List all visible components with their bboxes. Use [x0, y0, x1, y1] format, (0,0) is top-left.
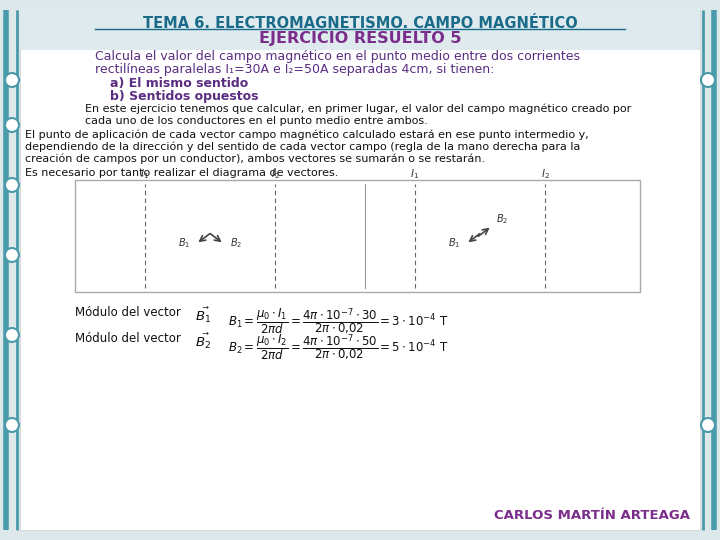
Text: b) Sentidos opuestos: b) Sentidos opuestos	[110, 90, 258, 103]
Text: $B_2 = \dfrac{\mu_0 \cdot I_2}{2\pi d} = \dfrac{4\pi \cdot 10^{-7} \cdot 50}{2\p: $B_2 = \dfrac{\mu_0 \cdot I_2}{2\pi d} =…	[228, 332, 449, 362]
Circle shape	[701, 73, 715, 87]
Text: $B_1$: $B_1$	[448, 236, 460, 250]
Bar	[75, 180, 640, 292]
Circle shape	[5, 328, 19, 342]
Circle shape	[5, 73, 19, 87]
Text: Módulo del vector: Módulo del vector	[75, 306, 181, 319]
Text: Es necesario por tanto realizar el diagrama de vectores.: Es necesario por tanto realizar el diagr…	[25, 168, 338, 178]
Text: Módulo del vector: Módulo del vector	[75, 332, 181, 345]
Text: a) El mismo sentido: a) El mismo sentido	[110, 77, 248, 90]
Text: cada uno de los conductores en el punto medio entre ambos.: cada uno de los conductores en el punto …	[85, 116, 428, 126]
Text: $B_2$: $B_2$	[230, 236, 242, 250]
Text: TEMA 6. ELECTROMAGNETISMO. CAMPO MAGNÉTICO: TEMA 6. ELECTROMAGNETISMO. CAMPO MAGNÉTI…	[143, 16, 577, 31]
Text: Calcula el valor del campo magnético en el punto medio entre dos corrientes: Calcula el valor del campo magnético en …	[95, 50, 580, 63]
Text: $I_2$: $I_2$	[541, 167, 549, 181]
Text: dependiendo de la dirección y del sentido de cada vector campo (regla de la mano: dependiendo de la dirección y del sentid…	[25, 142, 580, 152]
Text: $I_1$: $I_1$	[410, 167, 420, 181]
Circle shape	[5, 418, 19, 432]
Circle shape	[5, 118, 19, 132]
Text: En este ejercicio tenemos que calcular, en primer lugar, el valor del campo magn: En este ejercicio tenemos que calcular, …	[85, 104, 631, 114]
Text: creación de campos por un conductor), ambos vectores se sumarán o se restarán.: creación de campos por un conductor), am…	[25, 154, 485, 165]
Text: rectilíneas paralelas I₁=30A e I₂=50A separadas 4cm, si tienen:: rectilíneas paralelas I₁=30A e I₂=50A se…	[95, 63, 495, 76]
Circle shape	[5, 178, 19, 192]
Text: $I_2$: $I_2$	[271, 167, 279, 181]
Text: $\vec{B_1}$: $\vec{B_1}$	[195, 306, 211, 326]
Circle shape	[5, 248, 19, 262]
Text: $B_1 = \dfrac{\mu_0 \cdot I_1}{2\pi d} = \dfrac{4\pi \cdot 10^{-7} \cdot 30}{2\p: $B_1 = \dfrac{\mu_0 \cdot I_1}{2\pi d} =…	[228, 306, 449, 336]
Text: $\vec{B_2}$: $\vec{B_2}$	[195, 332, 211, 352]
Circle shape	[701, 418, 715, 432]
Bar	[20, 8, 700, 50]
Text: El punto de aplicación de cada vector campo magnético calculado estará en ese pu: El punto de aplicación de cada vector ca…	[25, 130, 589, 140]
Text: CARLOS MARTÍN ARTEAGA: CARLOS MARTÍN ARTEAGA	[494, 509, 690, 522]
Text: $I_1$: $I_1$	[140, 167, 150, 181]
Text: $B_2$: $B_2$	[496, 212, 508, 226]
Text: EJERCICIO RESUELTO 5: EJERCICIO RESUELTO 5	[258, 31, 462, 46]
Text: $B_1$: $B_1$	[178, 236, 190, 250]
